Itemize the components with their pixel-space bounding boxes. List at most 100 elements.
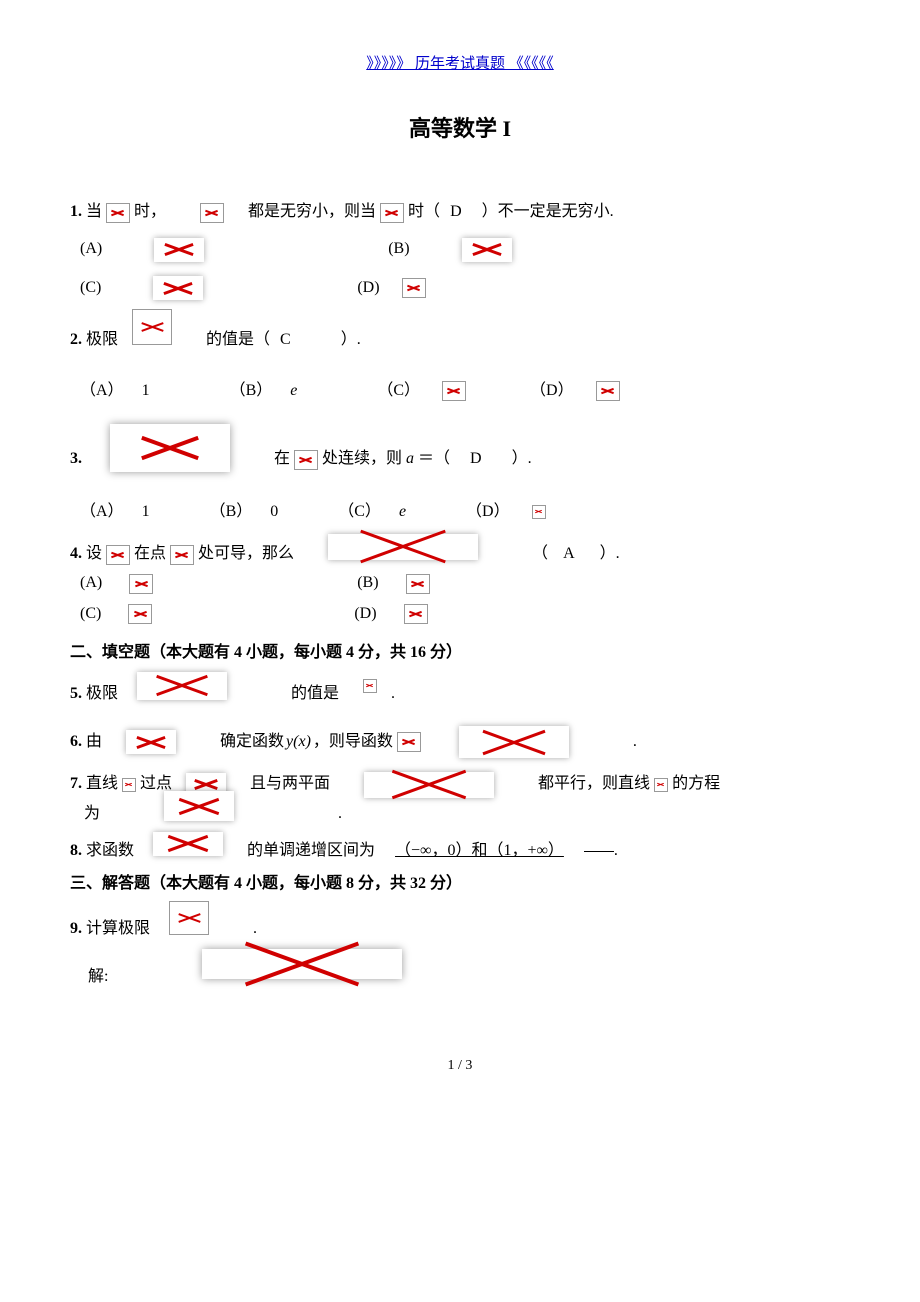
broken-image-icon [129, 574, 153, 594]
page-title: 高等数学 I [70, 109, 850, 149]
broken-image-icon [363, 679, 377, 693]
broken-image-icon [202, 949, 402, 979]
broken-image-icon [364, 772, 494, 798]
q3-val-b: 0 [270, 498, 278, 527]
q1-text: 都是无穷小，则当 [248, 198, 376, 227]
q9-text: 计算极限 [86, 915, 150, 944]
q7-text: 为 [84, 800, 100, 829]
q3-text: ）. [512, 445, 532, 474]
q1-options-ab: (A) (B) [70, 235, 850, 264]
q1-opt-b: (B) [388, 235, 409, 264]
q7-text: 的方程 [672, 770, 720, 799]
q4-answer: A [563, 540, 575, 569]
broken-image-icon [154, 238, 204, 262]
q4-text: ）. [600, 540, 620, 569]
broken-image-icon [153, 276, 203, 300]
question-9-solution: 解: [70, 963, 850, 993]
broken-image-icon [380, 203, 404, 223]
q3-val-a: 1 [142, 498, 150, 527]
broken-image-icon [462, 238, 512, 262]
q3-text: 处连续，则 [322, 445, 402, 474]
q6-func: y(x) [286, 728, 311, 757]
q1-num: 1. [70, 198, 82, 227]
q3-num: 3. [70, 445, 82, 474]
broken-image-icon [110, 424, 230, 472]
q7-num: 7. [70, 770, 82, 799]
q9-num: 9. [70, 915, 82, 944]
broken-image-icon [126, 730, 176, 754]
section-2-title: 二、填空题（本大题有 4 小题，每小题 4 分，共 16 分） [70, 639, 850, 668]
q1-opt-c: (C) [80, 274, 101, 303]
q1-text: 时（ [408, 198, 440, 227]
q7-text: 都平行，则直线 [538, 770, 650, 799]
q8-num: 8. [70, 837, 82, 866]
question-7-line2: 为 . [70, 799, 850, 829]
q2-opt-b: （B） [230, 377, 273, 406]
q9-text: . [253, 915, 257, 944]
broken-image-icon [402, 278, 426, 298]
q5-text: 的值是 [291, 680, 339, 709]
q9-solution-label: 解: [88, 963, 108, 992]
q5-text: . [391, 680, 395, 709]
q3-var: a [406, 445, 414, 474]
q3-opt-b: （B） [210, 498, 253, 527]
question-5: 5. 极限 的值是 . [70, 680, 850, 709]
question-2: 2. 极限 的值是（ C ）. [70, 323, 850, 359]
q4-text: （ [532, 540, 548, 569]
history-exam-link[interactable]: 》》》》》 历年考试真题 《《《《《 [366, 56, 554, 72]
question-9: 9. 计算极限 . [70, 913, 850, 947]
broken-image-icon [164, 791, 234, 821]
broken-image-icon [137, 672, 227, 700]
broken-image-icon [397, 732, 421, 752]
q8-text: 的单调递增区间为 [247, 837, 375, 866]
q2-text: 的值是（ [206, 326, 270, 355]
q3-text: 在 [274, 445, 290, 474]
q1-text: ）不一定是无穷小. [482, 198, 614, 227]
broken-image-icon [169, 901, 209, 935]
q6-text: 确定函数 [220, 728, 284, 757]
q2-options: （A） 1 （B） e （C） （D） [70, 377, 850, 406]
q4-options-cd: (C) (D) [70, 600, 850, 629]
q7-text: 且与两平面 [250, 770, 330, 799]
q6-num: 6. [70, 728, 82, 757]
q4-opt-b: (B) [357, 569, 378, 598]
broken-image-icon [200, 203, 224, 223]
question-6: 6. 由 确定函数 y(x) ，则导函数 . [70, 726, 850, 758]
q5-text: 极限 [86, 680, 118, 709]
q2-text: ）. [341, 326, 361, 355]
question-3: 3. 在 处连续，则 a ＝（ D ）. [70, 436, 850, 484]
q6-text: ，则导函数 [313, 728, 393, 757]
q2-answer: C [280, 326, 291, 355]
q1-answer: D [450, 198, 462, 227]
q6-text: . [633, 728, 637, 757]
q4-opt-c: (C) [80, 600, 101, 629]
q4-num: 4. [70, 540, 82, 569]
page-number: 1 / 3 [70, 1053, 850, 1078]
q3-opt-d: （D） [466, 498, 510, 527]
question-1: 1. 当 时， 都是无穷小，则当 时（ D ）不一定是无穷小. [70, 198, 850, 227]
q2-val-b: e [290, 377, 297, 406]
q2-val-a: 1 [142, 377, 150, 406]
broken-image-icon [404, 604, 428, 624]
q2-opt-a: （A） [80, 377, 124, 406]
q1-opt-d: (D) [357, 274, 379, 303]
broken-image-icon [406, 574, 430, 594]
broken-image-icon [170, 545, 194, 565]
q4-text: 在点 [134, 540, 166, 569]
q4-options-ab: (A) (B) [70, 569, 850, 598]
q1-text: 当 [86, 198, 102, 227]
q7-text: . [338, 800, 342, 829]
q3-text: ＝（ [418, 445, 450, 474]
q1-options-cd: (C) (D) [70, 274, 850, 303]
q8-answer: （−∞，0）和（1，+∞） [375, 837, 584, 866]
broken-image-icon [328, 534, 478, 560]
broken-image-icon [459, 726, 569, 758]
q3-val-c: e [399, 498, 406, 527]
q4-opt-d: (D) [354, 600, 376, 629]
q1-text: 时， [134, 198, 166, 227]
broken-image-icon [106, 545, 130, 565]
q4-text: 处可导，那么 [198, 540, 294, 569]
q4-text: 设 [86, 540, 102, 569]
q2-opt-d: （D） [530, 377, 574, 406]
q5-num: 5. [70, 680, 82, 709]
